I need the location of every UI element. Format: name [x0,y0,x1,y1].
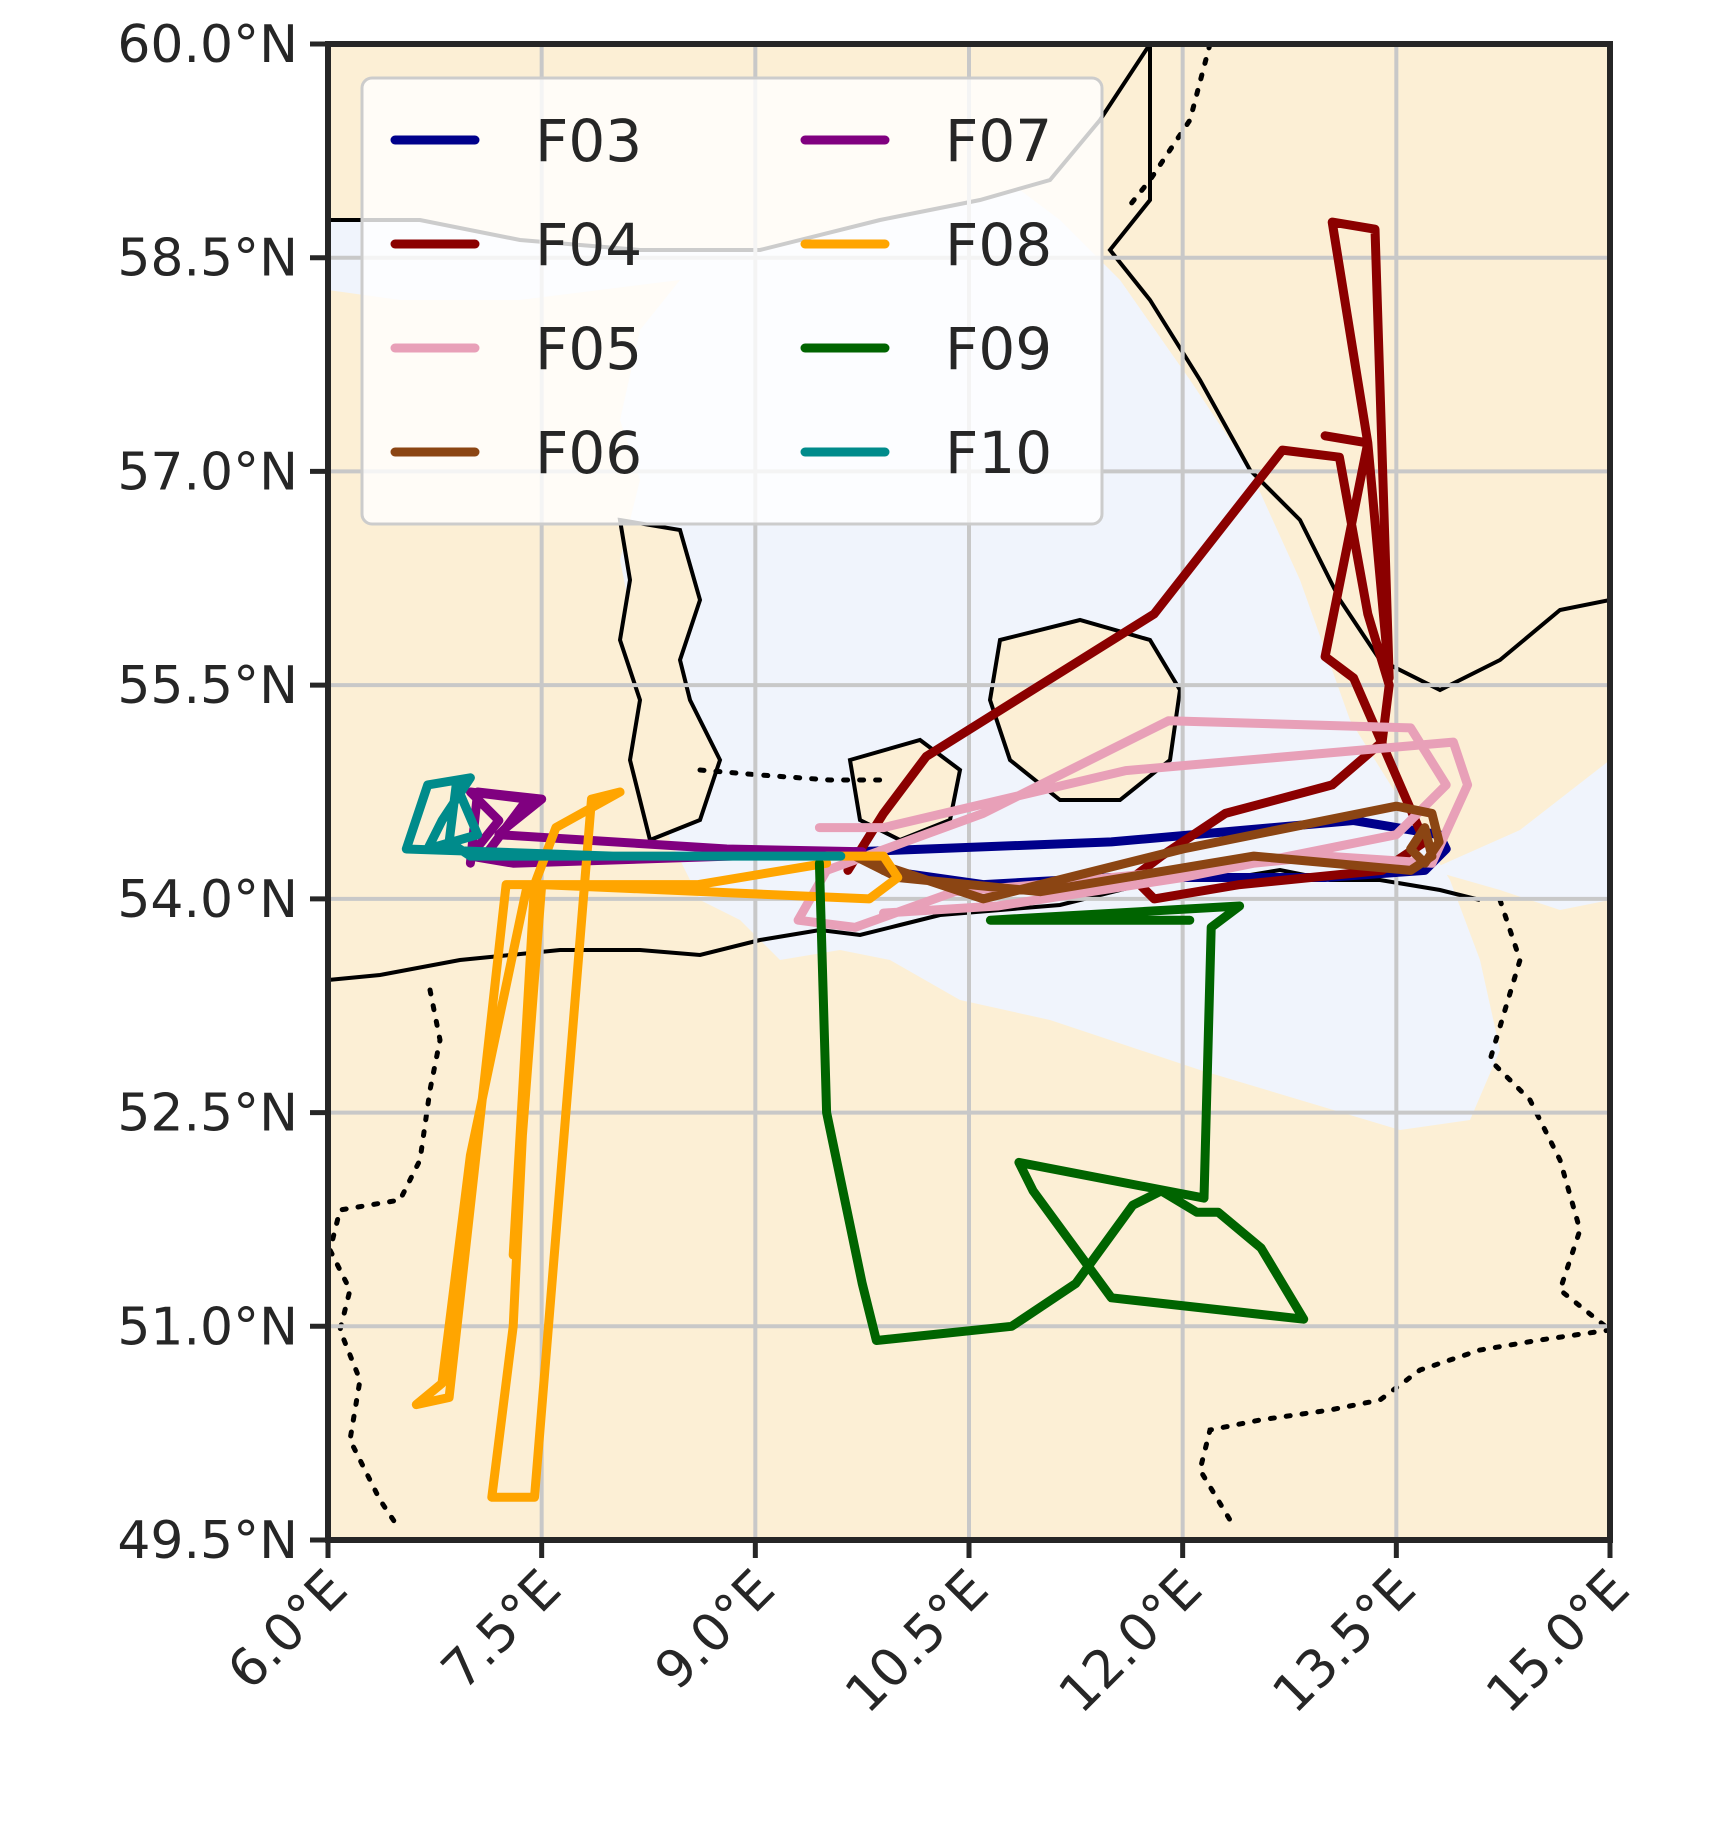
y-tick-label: 60.0°N [117,15,298,75]
border-de-dk [697,767,883,783]
land-zealand [987,617,1183,802]
y-tick-label: 54.0°N [117,870,298,930]
legend: F03 F04 F05 F06 F07 F08 F09 F10 [360,76,1104,526]
y-tick-label: 49.5°N [117,1511,298,1571]
legend-label-f09: F09 [945,315,1052,383]
legend-label-f08: F08 [945,211,1052,279]
border-de-cz [1197,1327,1610,1523]
flight-track-f05 [793,716,1473,932]
sea-baltic-east [1430,760,1610,910]
grid-lines [328,44,1610,1540]
y-tick-label: 57.0°N [117,442,298,502]
legend-box [360,76,1104,526]
land-jutland [617,517,723,843]
legend-label-f04: F04 [535,211,642,279]
border-no-se [1127,44,1213,208]
flight-track-f06 [850,801,1444,904]
legend-label-f06: F06 [535,419,642,487]
y-tick-label: 58.5°N [117,229,298,289]
flight-track-f08 [411,787,903,1502]
legend-label-f10: F10 [945,419,1052,487]
y-tick-label: 55.5°N [117,656,298,716]
legend-label-f07: F07 [945,107,1052,175]
border-de-pl [1487,897,1610,1333]
flight-track-f10 [401,773,846,861]
legend-label-f05: F05 [535,315,642,383]
flight-track-f09 [814,858,1309,1345]
legend-label-f03: F03 [535,107,642,175]
y-tick-label: 52.5°N [117,1084,298,1144]
y-tick-label: 51.0°N [117,1297,298,1357]
flight-tracks [401,217,1473,1502]
y-axis: 60.0°N 58.5°N 57.0°N 55.5°N 54.0°N 52.5°N 51.0… [117,15,328,1571]
